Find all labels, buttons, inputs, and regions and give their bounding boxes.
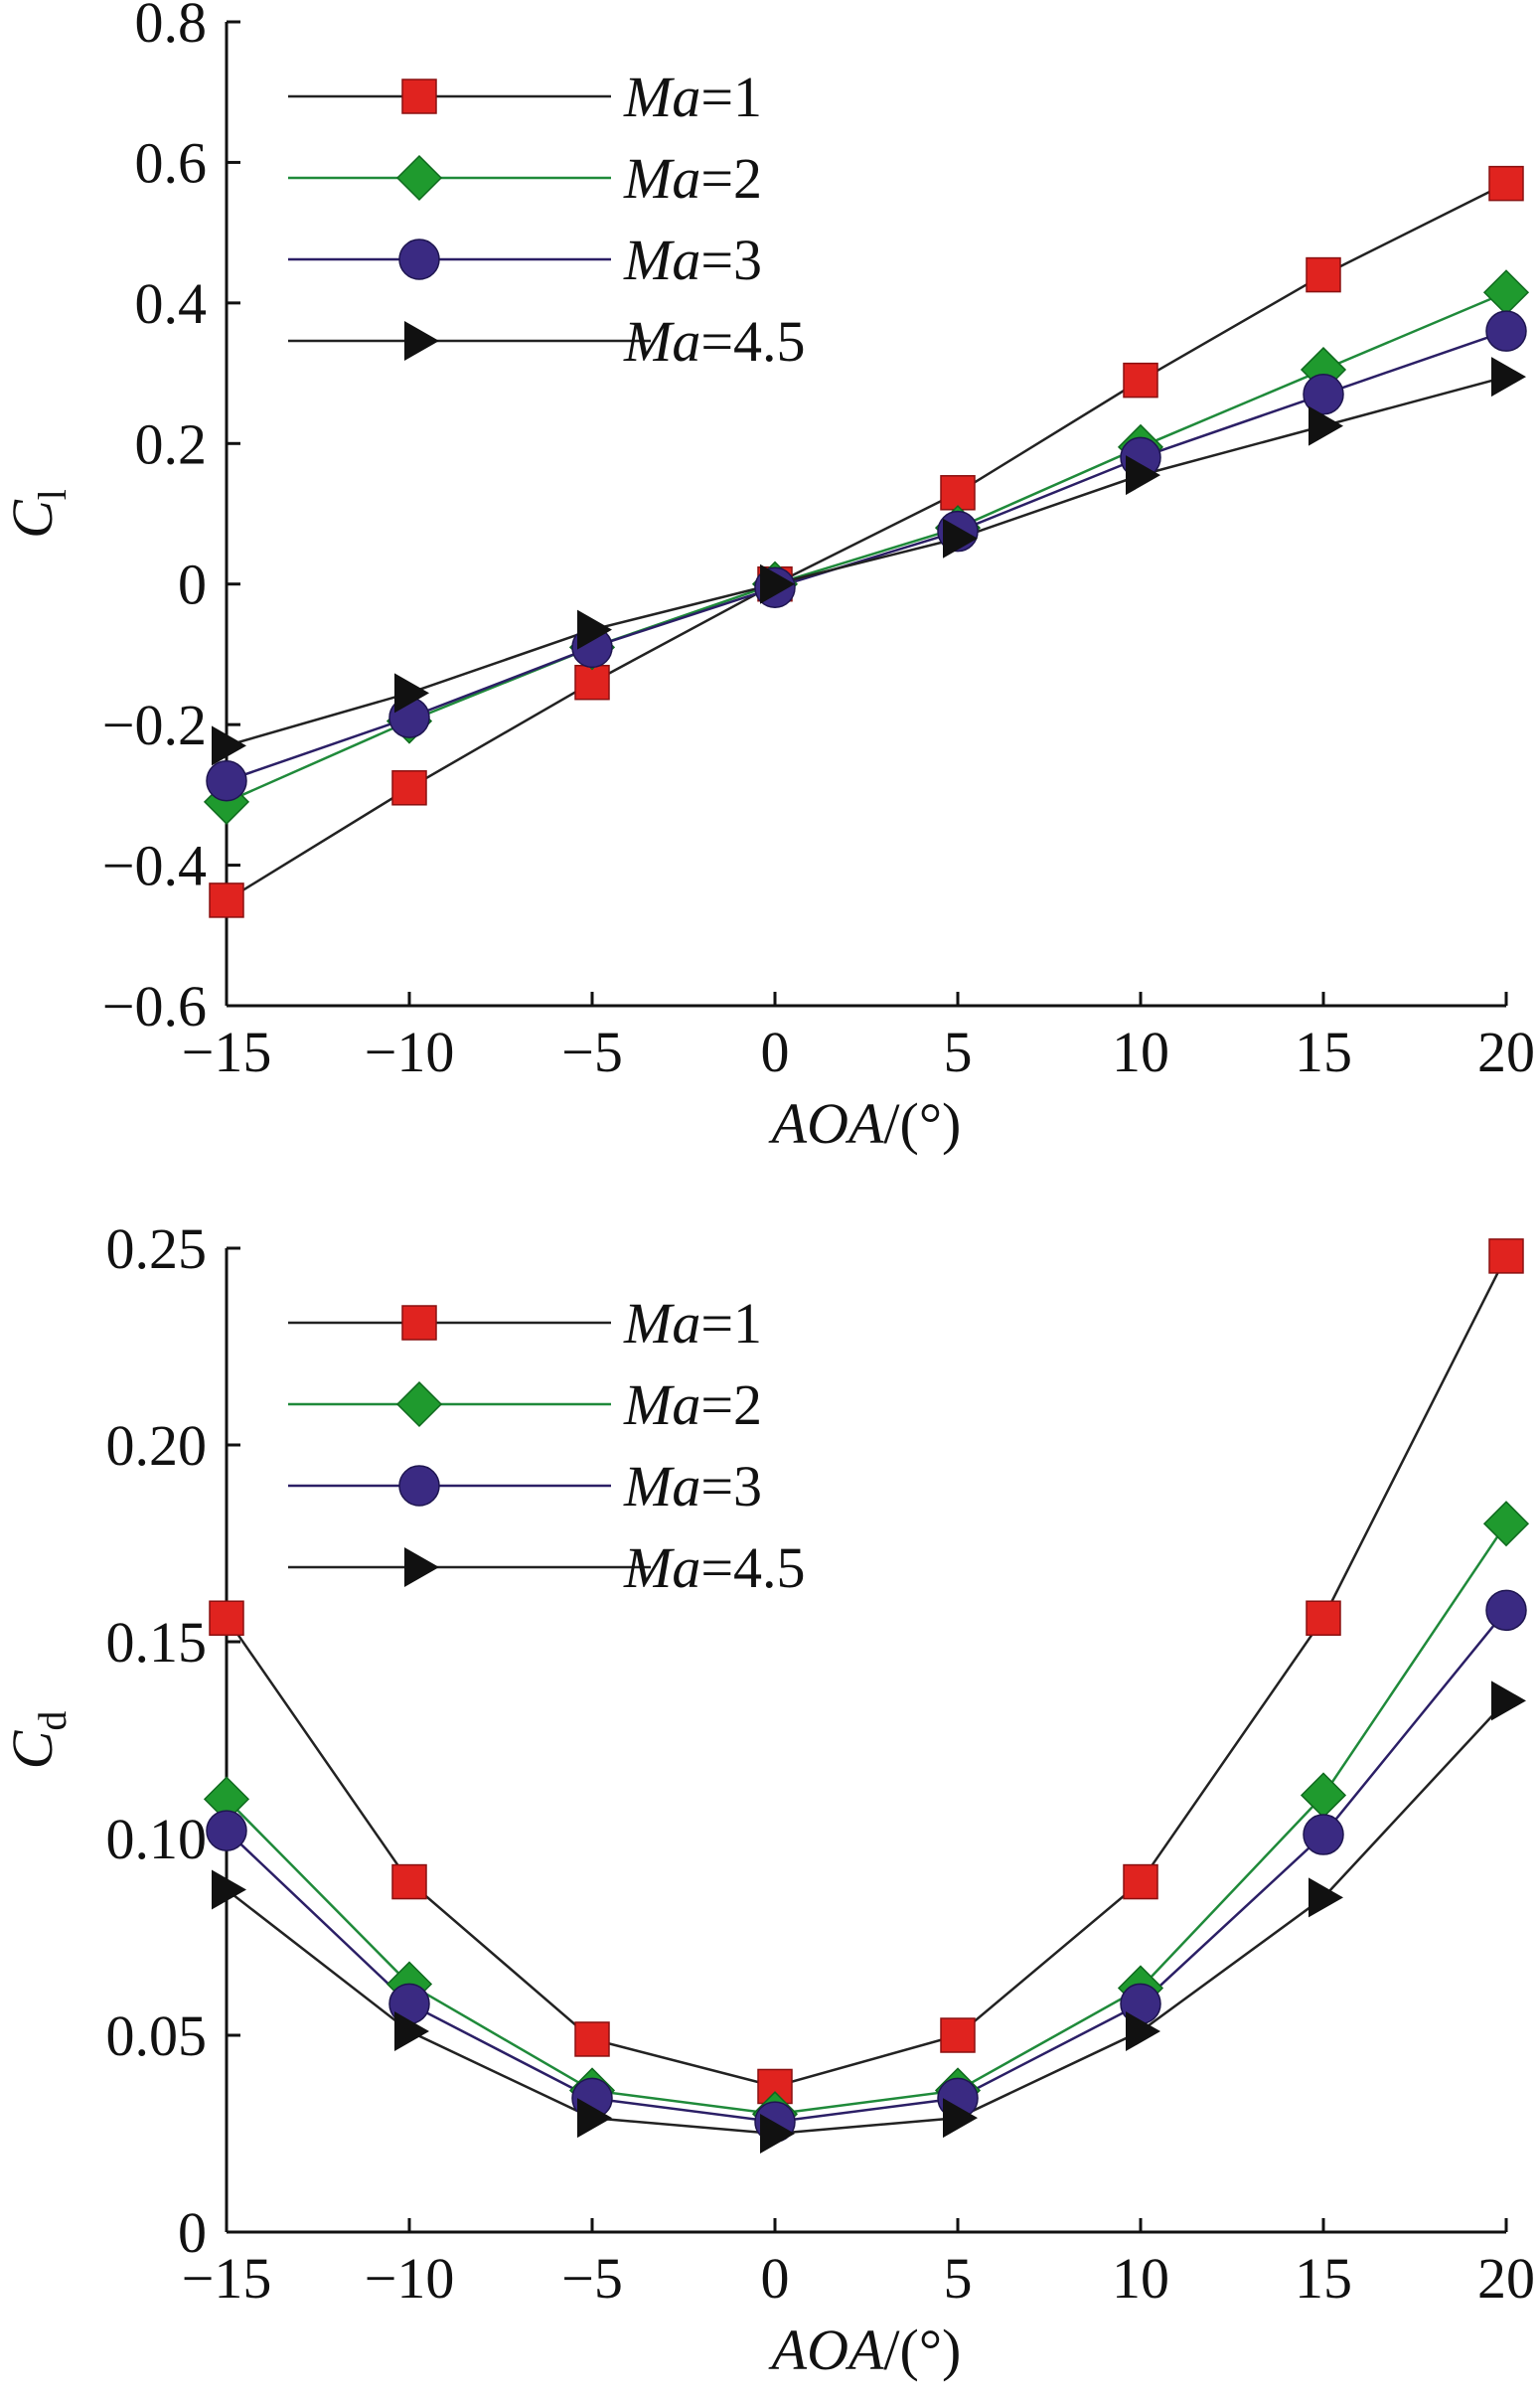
series-line (225, 1255, 1508, 2088)
x-tick-label: 10 (1112, 1020, 1169, 1084)
data-point (940, 475, 976, 511)
y-tick-label: 0.05 (106, 2003, 208, 2068)
y-tick-label: 0.25 (106, 1216, 208, 1281)
data-point (940, 2017, 976, 2053)
x-tick-label: 0 (761, 2246, 790, 2311)
y-tick-label: 0.15 (106, 1610, 208, 1675)
x-axis-title: AOA/(°) (768, 2318, 962, 2382)
x-tick-label: 5 (944, 2246, 973, 2311)
x-tick-label: 15 (1295, 2246, 1352, 2311)
chart-drag-coefficient: 0 0.05 0.10 0.15 0.20 0.25 −15 −10 −5 0 5 10 15 20 AOA… (0, 1216, 1535, 2382)
data-point (212, 1869, 246, 1910)
x-tick-label: −10 (365, 1020, 455, 1084)
data-point (1309, 405, 1343, 446)
data-point (394, 2011, 429, 2052)
data-point (394, 673, 429, 714)
data-point (1309, 1877, 1343, 1918)
x-tick-label: 15 (1295, 1020, 1352, 1084)
x-tick-label: 20 (1477, 2246, 1535, 2311)
chart-lift-coefficient: −0.6 −0.4 −0.2 0 0.2 0.4 0.6 0.8 −15 −10 −5 0 5 10 15 2… (0, 0, 1535, 1156)
data-point (574, 664, 610, 701)
legend-marker (395, 154, 443, 202)
y-tick-label: 0.8 (135, 0, 208, 55)
legend-marker (404, 1547, 439, 1587)
legend-marker (395, 1380, 443, 1428)
data-point (1482, 269, 1530, 316)
data-point (1306, 1600, 1341, 1636)
y-tick-label: 0 (178, 2200, 207, 2265)
legend-marker (404, 321, 439, 361)
y-tick-label: 0 (178, 553, 207, 617)
y-axis-title: Cd (0, 1711, 75, 1770)
legend-label: Ma=2 (623, 1372, 762, 1437)
y-axis-title: Cl (0, 489, 75, 539)
data-point (1123, 1863, 1158, 1900)
series-line (226, 329, 1507, 782)
legend-marker (398, 239, 440, 280)
data-point (1303, 1814, 1344, 1855)
data-point (206, 759, 247, 802)
series-line (226, 182, 1507, 901)
y-tick-label: 0.2 (135, 411, 208, 476)
x-tick-label: 10 (1112, 2246, 1169, 2311)
x-tick-label: 0 (761, 1020, 790, 1084)
data-point (1488, 165, 1524, 202)
data-point (1482, 1501, 1530, 1547)
data-point (577, 2098, 612, 2139)
x-axis-title: AOA/(°) (768, 1091, 962, 1156)
legend-marker (401, 79, 437, 114)
legend-marker (401, 1305, 437, 1341)
y-tick-label: −0.2 (102, 693, 207, 757)
legend-label: Ma=3 (623, 1454, 762, 1519)
data-point (1488, 1238, 1524, 1274)
data-point (391, 1863, 427, 1900)
data-point (1303, 374, 1344, 415)
data-point (760, 2114, 795, 2154)
legend-label: Ma=1 (623, 65, 762, 129)
legend-label: Ma=1 (623, 1291, 762, 1356)
data-point (1306, 256, 1341, 293)
data-point (1491, 1680, 1526, 1721)
data-point (1485, 310, 1527, 352)
data-point (943, 2098, 978, 2139)
legend-label: Ma=4.5 (623, 309, 806, 374)
y-tick-label: −0.4 (102, 834, 207, 898)
data-point (1126, 2011, 1160, 2052)
legend-marker (398, 1465, 440, 1507)
x-tick-label: 20 (1477, 1020, 1535, 1084)
data-point (1126, 455, 1160, 496)
data-point (209, 882, 244, 918)
x-tick-label: −15 (182, 2246, 272, 2311)
legend-label: Ma=4.5 (623, 1535, 806, 1600)
data-point (209, 1600, 244, 1636)
data-point (760, 563, 795, 604)
data-point (1123, 362, 1158, 399)
data-point (577, 609, 612, 650)
data-point (574, 2021, 610, 2057)
x-tick-label: −5 (561, 1020, 623, 1084)
series-line (226, 1609, 1507, 2124)
y-tick-label: 0.10 (106, 1807, 208, 1871)
x-tick-label: −5 (561, 2246, 623, 2311)
data-point (391, 770, 427, 806)
y-tick-label: 0.6 (135, 130, 208, 195)
x-tick-label: 5 (944, 1020, 973, 1084)
data-point (1485, 1589, 1527, 1632)
series-line (226, 291, 1507, 804)
legend-label: Ma=2 (623, 146, 762, 211)
legend-label: Ma=3 (623, 228, 762, 292)
series-line (226, 1522, 1508, 2116)
series-line (226, 1699, 1507, 2136)
data-point (1491, 357, 1526, 398)
data-point (206, 1810, 247, 1851)
x-tick-label: −10 (365, 2246, 455, 2311)
data-point (212, 725, 246, 766)
y-tick-label: 0.20 (106, 1413, 208, 1478)
series-line (226, 375, 1507, 747)
y-tick-label: −0.6 (102, 974, 207, 1039)
x-tick-label: −15 (182, 1020, 272, 1084)
data-point (943, 518, 978, 559)
y-tick-label: 0.4 (135, 271, 208, 336)
